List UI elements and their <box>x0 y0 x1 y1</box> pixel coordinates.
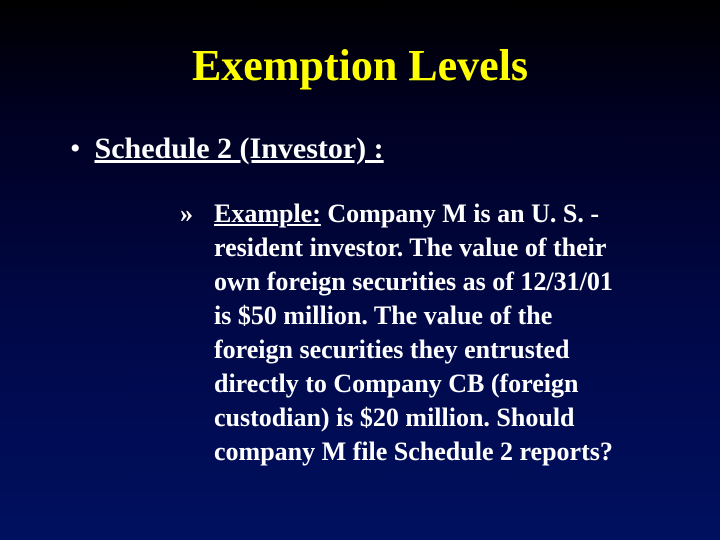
slide: Exemption Levels • Schedule 2 (Investor)… <box>0 0 720 540</box>
bullet-level-1: • Schedule 2 (Investor) : <box>70 131 670 167</box>
slide-title: Exemption Levels <box>50 40 670 91</box>
sub-text: Example: Company M is an U. S. - residen… <box>214 197 630 469</box>
bullet-level-2: » Example: Company M is an U. S. - resid… <box>180 197 630 469</box>
bullet-text: Schedule 2 (Investor) : <box>95 131 384 167</box>
bullet-marker: • <box>70 131 81 167</box>
sub-marker: » <box>180 197 202 231</box>
example-body: Company M is an U. S. - resident investo… <box>214 199 613 466</box>
example-label: Example: <box>214 199 321 228</box>
